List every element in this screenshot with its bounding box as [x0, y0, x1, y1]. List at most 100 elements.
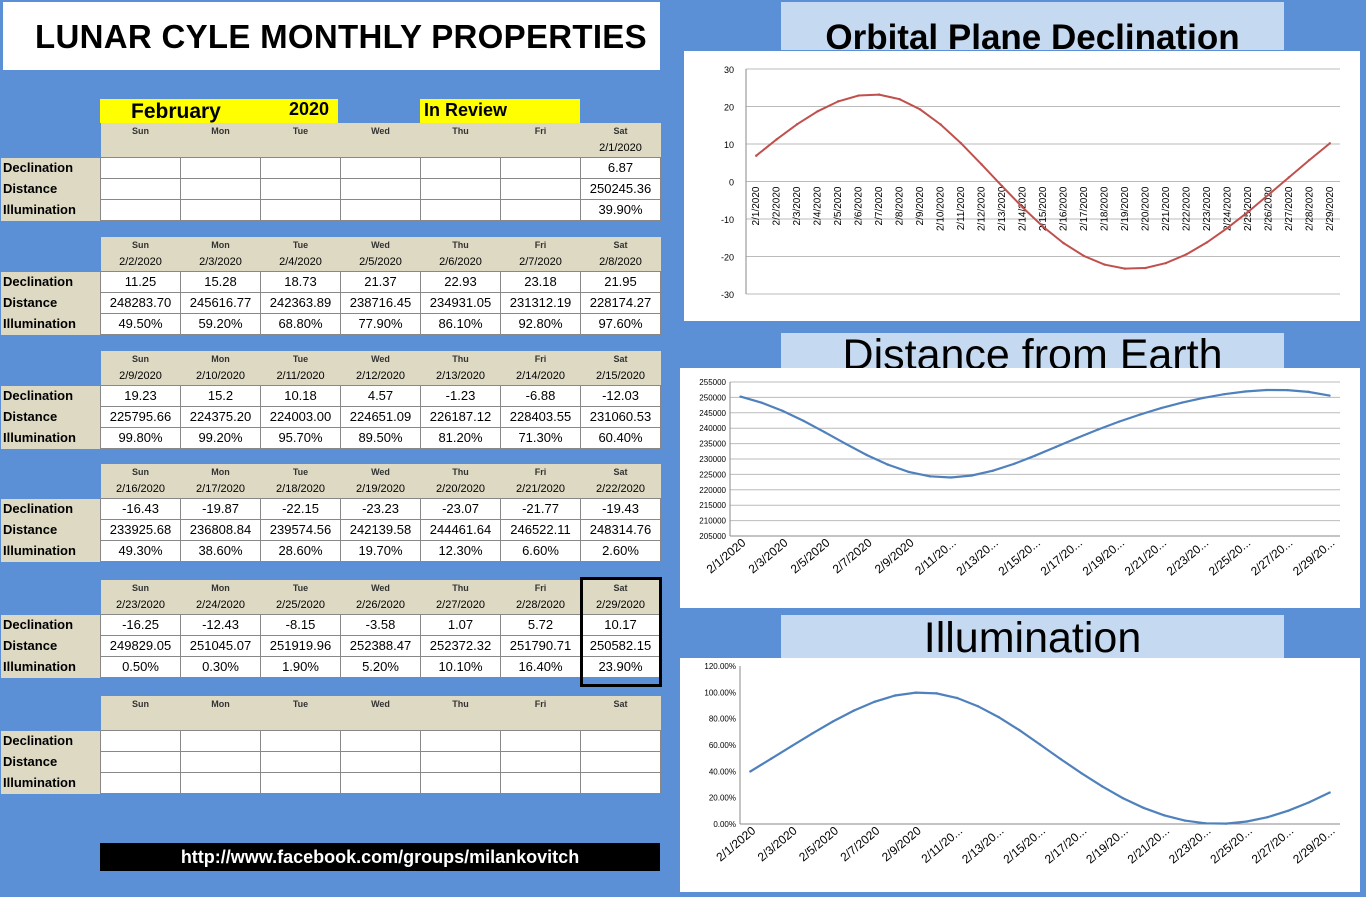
value-cell[interactable]: 89.50% — [340, 427, 421, 449]
value-cell[interactable] — [340, 751, 421, 773]
value-cell[interactable]: 225795.66 — [100, 406, 181, 428]
value-cell[interactable]: 244461.64 — [420, 519, 501, 541]
value-cell[interactable] — [580, 772, 661, 794]
value-cell[interactable] — [180, 730, 261, 752]
value-cell[interactable]: 231060.53 — [580, 406, 661, 428]
value-cell[interactable]: 6.87 — [580, 157, 661, 179]
value-cell[interactable]: 224375.20 — [180, 406, 261, 428]
value-cell[interactable] — [340, 772, 421, 794]
value-cell[interactable] — [100, 199, 181, 221]
value-cell[interactable]: 15.2 — [180, 385, 261, 407]
value-cell[interactable]: 86.10% — [420, 313, 501, 335]
value-cell[interactable] — [260, 751, 341, 773]
value-cell[interactable] — [420, 751, 501, 773]
value-cell[interactable]: 12.30% — [420, 540, 501, 562]
value-cell[interactable]: -16.25 — [100, 614, 181, 636]
value-cell[interactable] — [100, 178, 181, 200]
value-cell[interactable]: 10.10% — [420, 656, 501, 678]
value-cell[interactable] — [260, 199, 341, 221]
value-cell[interactable]: 251045.07 — [180, 635, 261, 657]
value-cell[interactable] — [420, 772, 501, 794]
value-cell[interactable]: 68.80% — [260, 313, 341, 335]
value-cell[interactable]: 252372.32 — [420, 635, 501, 657]
value-cell[interactable]: 0.50% — [100, 656, 181, 678]
value-cell[interactable]: -19.43 — [580, 498, 661, 520]
value-cell[interactable]: 99.20% — [180, 427, 261, 449]
value-cell[interactable]: 92.80% — [500, 313, 581, 335]
value-cell[interactable]: -12.03 — [580, 385, 661, 407]
value-cell[interactable] — [500, 751, 581, 773]
value-cell[interactable]: -23.07 — [420, 498, 501, 520]
value-cell[interactable]: 224003.00 — [260, 406, 341, 428]
value-cell[interactable]: 21.95 — [580, 271, 661, 293]
footer-link[interactable]: http://www.facebook.com/groups/milankovi… — [100, 843, 660, 871]
value-cell[interactable]: 2.60% — [580, 540, 661, 562]
value-cell[interactable]: 15.28 — [180, 271, 261, 293]
value-cell[interactable] — [500, 772, 581, 794]
value-cell[interactable]: 5.72 — [500, 614, 581, 636]
value-cell[interactable]: 21.37 — [340, 271, 421, 293]
value-cell[interactable] — [580, 730, 661, 752]
value-cell[interactable] — [500, 199, 581, 221]
value-cell[interactable]: 22.93 — [420, 271, 501, 293]
value-cell[interactable]: 228174.27 — [580, 292, 661, 314]
value-cell[interactable] — [500, 178, 581, 200]
value-cell[interactable]: 226187.12 — [420, 406, 501, 428]
value-cell[interactable] — [340, 199, 421, 221]
value-cell[interactable] — [260, 157, 341, 179]
value-cell[interactable]: 251790.71 — [500, 635, 581, 657]
value-cell[interactable]: 99.80% — [100, 427, 181, 449]
value-cell[interactable] — [100, 730, 181, 752]
value-cell[interactable]: 5.20% — [340, 656, 421, 678]
value-cell[interactable]: -6.88 — [500, 385, 581, 407]
value-cell[interactable] — [260, 772, 341, 794]
value-cell[interactable] — [500, 157, 581, 179]
value-cell[interactable]: 49.30% — [100, 540, 181, 562]
value-cell[interactable]: 23.18 — [500, 271, 581, 293]
value-cell[interactable]: -3.58 — [340, 614, 421, 636]
value-cell[interactable]: 1.07 — [420, 614, 501, 636]
value-cell[interactable]: 16.40% — [500, 656, 581, 678]
value-cell[interactable]: -19.87 — [180, 498, 261, 520]
value-cell[interactable]: 95.70% — [260, 427, 341, 449]
value-cell[interactable]: 251919.96 — [260, 635, 341, 657]
value-cell[interactable]: 60.40% — [580, 427, 661, 449]
value-cell[interactable]: 245616.77 — [180, 292, 261, 314]
value-cell[interactable]: 19.23 — [100, 385, 181, 407]
value-cell[interactable] — [260, 730, 341, 752]
value-cell[interactable]: 19.70% — [340, 540, 421, 562]
value-cell[interactable] — [260, 178, 341, 200]
value-cell[interactable]: 10.17 — [580, 614, 661, 636]
value-cell[interactable]: 23.90% — [580, 656, 661, 678]
value-cell[interactable]: -23.23 — [340, 498, 421, 520]
value-cell[interactable] — [100, 772, 181, 794]
value-cell[interactable]: 97.60% — [580, 313, 661, 335]
value-cell[interactable]: 238716.45 — [340, 292, 421, 314]
value-cell[interactable]: 59.20% — [180, 313, 261, 335]
value-cell[interactable] — [340, 730, 421, 752]
value-cell[interactable]: 242139.58 — [340, 519, 421, 541]
value-cell[interactable]: 10.18 — [260, 385, 341, 407]
value-cell[interactable]: 1.90% — [260, 656, 341, 678]
value-cell[interactable]: 224651.09 — [340, 406, 421, 428]
value-cell[interactable] — [420, 178, 501, 200]
value-cell[interactable] — [340, 178, 421, 200]
value-cell[interactable]: -16.43 — [100, 498, 181, 520]
value-cell[interactable]: 242363.89 — [260, 292, 341, 314]
value-cell[interactable]: 228403.55 — [500, 406, 581, 428]
value-cell[interactable] — [180, 772, 261, 794]
value-cell[interactable]: 233925.68 — [100, 519, 181, 541]
value-cell[interactable] — [420, 199, 501, 221]
value-cell[interactable] — [420, 730, 501, 752]
value-cell[interactable]: 246522.11 — [500, 519, 581, 541]
value-cell[interactable] — [100, 751, 181, 773]
value-cell[interactable] — [180, 178, 261, 200]
value-cell[interactable]: 250582.15 — [580, 635, 661, 657]
value-cell[interactable]: 6.60% — [500, 540, 581, 562]
value-cell[interactable]: 77.90% — [340, 313, 421, 335]
value-cell[interactable]: 71.30% — [500, 427, 581, 449]
value-cell[interactable] — [420, 157, 501, 179]
value-cell[interactable] — [180, 751, 261, 773]
value-cell[interactable]: 11.25 — [100, 271, 181, 293]
value-cell[interactable]: 239574.56 — [260, 519, 341, 541]
